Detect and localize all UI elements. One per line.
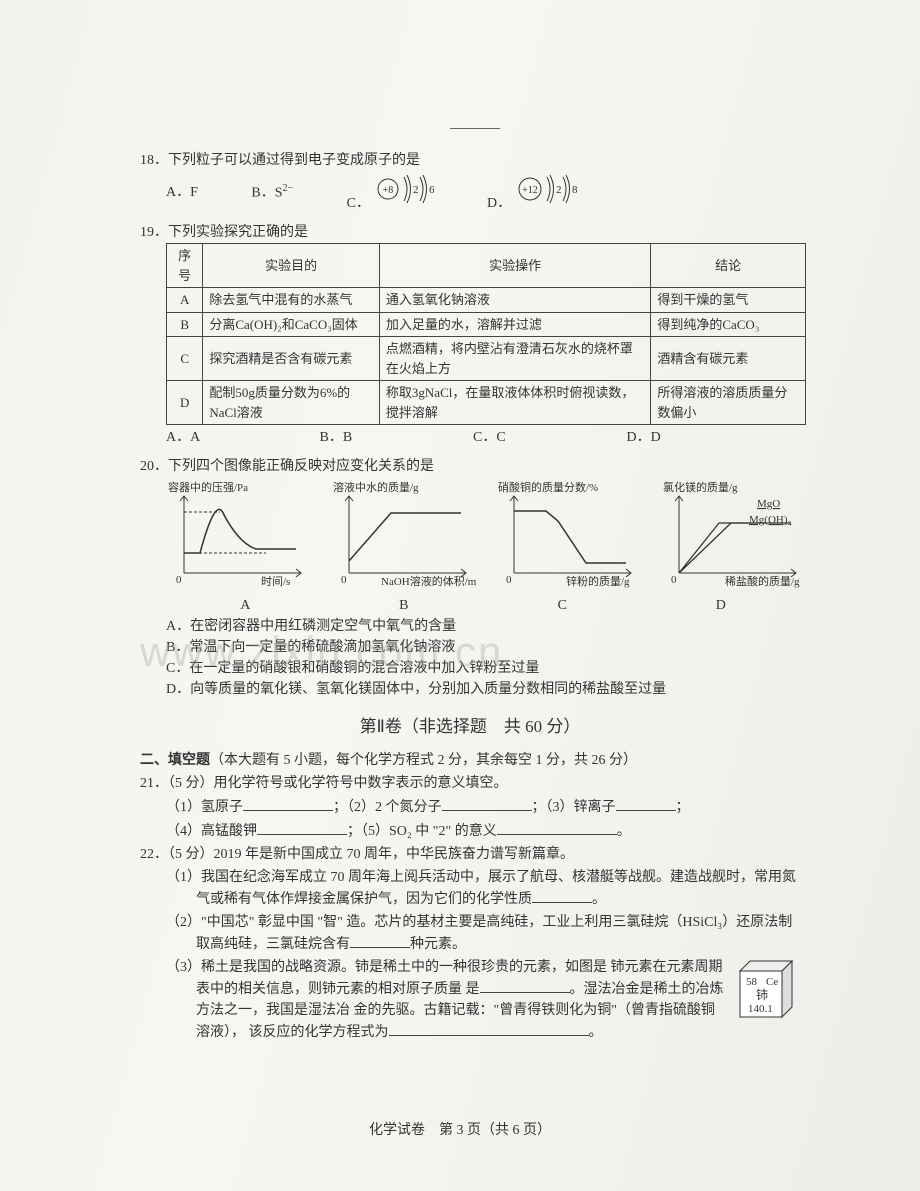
q20-letters: A B C D xyxy=(140,595,800,616)
table-row: C 探究酒精是否含有碳元素 点燃酒精，将内壁沾有澄清石灰水的烧杯罩在火焰上方 酒… xyxy=(167,337,806,381)
svg-text:铈: 铈 xyxy=(756,987,768,1002)
chart-d: 氯化镁的质量/g 0 MgO Mg(OH)₂ 稀盐酸的质量/g xyxy=(661,481,806,591)
svg-text:0: 0 xyxy=(341,574,347,586)
q20-charts: 容器中的压强/Pa 0 时间/s 溶液中水的质量/g xyxy=(140,481,800,591)
atom-c-icon: +8 2 6 xyxy=(374,171,434,207)
q21-row2: （4）高锰酸钾；（5）SO₂ 中 "2" 的意义。 xyxy=(140,820,800,842)
q20-stmt-d: D．向等质量的氧化镁、氢氧化镁固体中，分别加入质量分数相同的稀盐酸至过量 xyxy=(156,679,800,700)
svg-text:时间/s: 时间/s xyxy=(261,575,290,588)
fill-section: 二、填空题（本大题有 5 小题，每个化学方程式 2 分，其余每空 1 分，共 2… xyxy=(140,750,800,1043)
q21-row1: （1）氢原子；（2）2 个氮分子；（3）锌离子； xyxy=(140,796,800,818)
svg-text:NaOH溶液的体积/mL: NaOH溶液的体积/mL xyxy=(381,574,476,588)
blank xyxy=(257,820,347,835)
section-2-title: 第Ⅱ卷（非选择题 共 60 分） xyxy=(140,714,800,740)
question-18: 18．下列粒子可以通过得到电子变成原子的是 A．F B．S2− C． +8 2 … xyxy=(140,150,800,214)
svg-text:0: 0 xyxy=(506,574,512,586)
q20-stmt-b: B．常温下向一定量的稀硫酸滴加氢氧化钠溶液 xyxy=(156,637,800,658)
svg-text:MgO: MgO xyxy=(757,498,780,510)
blank xyxy=(497,820,617,835)
section-2-sub-tail: （本大题有 5 小题，每个化学方程式 2 分，其余每空 1 分，共 26 分） xyxy=(210,753,637,768)
q22-p2: （2）"中国芯" 彰显中国 "智" 造。芯片的基材主要是高纯硅，工业上利用三氯硅… xyxy=(140,912,800,955)
blank xyxy=(532,888,592,903)
question-22: 22．（5 分）2019 年是新中国成立 70 周年，中华民族奋力谱写新篇章。 xyxy=(140,844,800,865)
q20-stmt-c: C．在一定量的硝酸银和硝酸铜的混合溶液中加入锌粉至过量 xyxy=(156,658,800,679)
svg-text:58: 58 xyxy=(746,976,758,988)
table-row: D 配制50g质量分数为6%的NaCl溶液 称取3gNaCl，在量取液体体积时俯… xyxy=(167,381,806,425)
svg-text:氯化镁的质量/g: 氯化镁的质量/g xyxy=(663,481,738,494)
svg-text:8: 8 xyxy=(572,184,578,196)
chart-a: 容器中的压强/Pa 0 时间/s xyxy=(166,481,311,591)
q20-stmt-a: A．在密闭容器中用红磷测定空气中氧气的含量 xyxy=(156,616,800,637)
svg-text:0: 0 xyxy=(176,574,182,586)
q19-stem: 下列实验探究正确的是 xyxy=(168,225,308,240)
q20-stem: 下列四个图像能正确反映对应变化关系的是 xyxy=(168,459,434,474)
svg-text:Mg(OH)₂: Mg(OH)₂ xyxy=(749,514,791,526)
q19-options: A．A B．B C．C D．D xyxy=(140,427,800,448)
chart-c: 硝酸铜的质量分数/% 0 锌粉的质量/g xyxy=(496,481,641,591)
svg-text:2: 2 xyxy=(556,184,562,196)
q19-h2: 实验操作 xyxy=(379,244,650,288)
section-2-sub: 二、填空题 xyxy=(140,753,210,768)
blank xyxy=(243,796,333,811)
blank xyxy=(480,978,570,993)
top-rule xyxy=(450,128,500,129)
q18-opt-a: A．F xyxy=(166,182,198,203)
blank xyxy=(616,796,676,811)
q19-table: 序号 实验目的 实验操作 结论 A 除去氢气中混有的水蒸气 通入氢氧化钠溶液 得… xyxy=(166,243,806,425)
svg-text:溶液中水的质量/g: 溶液中水的质量/g xyxy=(333,481,419,494)
question-21: 21．（5 分）用化学符号或化学符号中数字表示的意义填空。 xyxy=(140,773,800,794)
svg-text:容器中的压强/Pa: 容器中的压强/Pa xyxy=(168,481,248,494)
chart-b: 溶液中水的质量/g 0 NaOH溶液的体积/mL xyxy=(331,481,476,591)
q18-opt-b: B．S2− xyxy=(251,181,293,204)
svg-text:硝酸铜的质量分数/%: 硝酸铜的质量分数/% xyxy=(498,481,598,494)
table-row: A 除去氢气中混有的水蒸气 通入氢氧化钠溶液 得到干燥的氢气 xyxy=(167,288,806,313)
blank xyxy=(389,1021,589,1036)
table-row: B 分离Ca(OH)₂和CaCO₃固体 加入足量的水，溶解并过滤 得到纯净的Ca… xyxy=(167,312,806,337)
q19-h1: 实验目的 xyxy=(203,244,380,288)
q18-opt-d: D． +12 2 8 xyxy=(487,171,579,214)
q19-h3: 结论 xyxy=(651,244,806,288)
svg-text:6: 6 xyxy=(429,184,434,196)
q18-opt-c: C． +8 2 6 xyxy=(347,171,434,214)
q19-h0: 序号 xyxy=(167,244,203,288)
svg-text:Ce: Ce xyxy=(766,976,778,988)
q20-num: 20． xyxy=(140,459,168,474)
q18-num: 18． xyxy=(140,153,168,168)
svg-text:0: 0 xyxy=(671,574,677,586)
q18-stem: 下列粒子可以通过得到电子变成原子的是 xyxy=(168,153,420,168)
svg-text:+12: +12 xyxy=(522,185,538,196)
question-19: 19．下列实验探究正确的是 序号 实验目的 实验操作 结论 A 除去氢气中混有的… xyxy=(140,222,800,448)
blank xyxy=(350,933,410,948)
page-footer: 化学试卷 第 3 页（共 6 页） xyxy=(0,1120,920,1141)
svg-text:锌粉的质量/g: 锌粉的质量/g xyxy=(566,574,630,588)
svg-text:稀盐酸的质量/g: 稀盐酸的质量/g xyxy=(725,574,800,588)
q22-p3: 58 Ce 铈 140.1 （3）稀土是我国的战略资源。铈是稀土中的一种很珍贵的… xyxy=(140,957,800,1043)
svg-text:+8: +8 xyxy=(382,185,393,196)
q22-p1: （1）我国在纪念海军成立 70 周年海上阅兵活动中，展示了航母、核潜艇等战舰。建… xyxy=(140,867,800,910)
blank xyxy=(442,796,532,811)
svg-text:140.1: 140.1 xyxy=(748,1003,773,1015)
element-card-icon: 58 Ce 铈 140.1 xyxy=(734,959,800,1025)
atom-d-icon: +12 2 8 xyxy=(515,171,579,207)
svg-text:2: 2 xyxy=(413,184,419,196)
q19-num: 19． xyxy=(140,225,168,240)
question-20: 20．下列四个图像能正确反映对应变化关系的是 容器中的压强/Pa 0 时间/s xyxy=(140,456,800,700)
